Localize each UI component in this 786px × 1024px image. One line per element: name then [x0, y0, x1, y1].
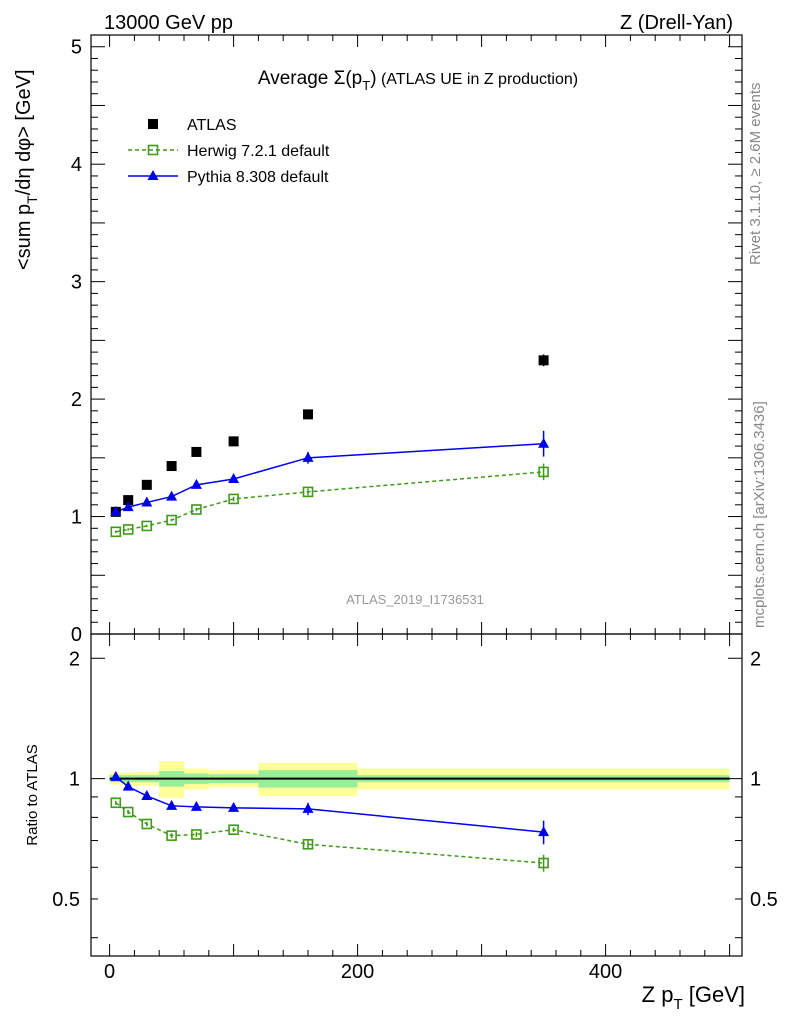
- ratio-plot-frame: [90, 633, 743, 957]
- main-herwig-7-2-1-default-point-2: [141, 520, 153, 532]
- main-ytick-label-0: 0: [71, 624, 82, 646]
- chart-title-suffix: (ATLAS UE in Z production): [377, 71, 579, 88]
- y-axis-label-main-text: <sum p: [13, 204, 35, 270]
- ratio-pythia-8-308-default-point-4: [190, 800, 202, 811]
- legend-herwig-7-2-1-default-label: Herwig 7.2.1 default: [187, 143, 330, 160]
- ratio-pythia-8-308-default-point-1: [122, 780, 134, 791]
- main-herwig-7-2-1-default-point-4: [191, 504, 202, 515]
- chart-title-close: ): [370, 68, 376, 89]
- ratio-herwig-7-2-1-default-point-3: [166, 830, 177, 841]
- main-atlas-point-1: [123, 495, 134, 506]
- chart-title: Average Σ(pT) (ATLAS UE in Z production): [258, 68, 578, 93]
- xtick-label-2: 400: [589, 961, 622, 983]
- main-atlas-point-7: [538, 355, 549, 366]
- main-pythia-8-308-default-line: [115, 442, 544, 513]
- chart-title-sub: T: [362, 78, 370, 93]
- main-pythia-8-308-default-point-0: [110, 505, 122, 516]
- analysis-watermark: ATLAS_2019_I1736531: [346, 592, 484, 607]
- ratio-pythia-8-308-default-point-5: [228, 801, 240, 812]
- ratio-pythia-8-308-default-point-2: [141, 789, 153, 800]
- ratio-herwig-7-2-1-default-point-2: [141, 818, 153, 830]
- main-pythia-8-308-default-point-2: [141, 496, 153, 507]
- main-atlas-point-2: [141, 479, 152, 490]
- main-ytick-label-2: 2: [71, 389, 82, 411]
- header-left: 13000 GeV pp: [104, 12, 233, 34]
- chart-title-symbol: Σ(p: [334, 68, 363, 89]
- ratio-herwig-7-2-1-default-point-6: [302, 839, 314, 850]
- main-herwig-7-2-1-default-line: [115, 471, 544, 533]
- legend-pythia-8-308-default-marker: [147, 170, 159, 180]
- axis-ticks: [91, 34, 742, 956]
- header-right: Z (Drell-Yan): [620, 12, 733, 34]
- main-atlas-point-5: [228, 436, 239, 447]
- main-atlas-point-3: [166, 461, 177, 472]
- main-herwig-7-2-1-default-point-6: [302, 486, 314, 498]
- ratio-herwig-7-2-1-default-line: [115, 802, 544, 864]
- ratio-ytick-label-left-1: 1: [69, 769, 80, 791]
- xtick-label-0: 0: [104, 961, 115, 983]
- legend-atlas-label: ATLAS: [187, 117, 237, 134]
- ratio-pythia-8-308-default-point-7: [538, 826, 550, 837]
- main-herwig-7-2-1-default-point-0: [110, 526, 122, 538]
- main-herwig-7-2-1-default-point-5: [228, 493, 239, 505]
- rivet-version-label: Rivet 3.1.10, ≥ 2.6M events: [747, 83, 764, 266]
- main-pythia-8-308-default-point-7: [538, 437, 550, 448]
- main-pythia-8-308-default-point-5: [228, 472, 240, 483]
- legend-atlas-marker: [148, 119, 158, 129]
- ratio-herwig-7-2-1-default-point-7: [538, 857, 549, 869]
- x-axis-label-sub: T: [673, 996, 682, 1013]
- chart-title-prefix: Average: [258, 68, 334, 89]
- main-pythia-8-308-default-point-4: [190, 478, 202, 489]
- ratio-herwig-7-2-1-default-point-4: [191, 829, 202, 840]
- main-atlas-point-4: [191, 446, 202, 457]
- ratio-ytick-label-left-0: 0.5: [52, 889, 80, 911]
- main-pythia-8-308-default-point-3: [166, 490, 178, 501]
- ratio-pythia-8-308-default-point-3: [166, 799, 178, 810]
- main-ytick-label-3: 3: [71, 272, 82, 294]
- ratio-herwig-7-2-1-default-point-0: [110, 797, 122, 809]
- ratio-herwig-7-2-1-default-point-5: [228, 824, 239, 836]
- axes-frames: [90, 34, 743, 957]
- y-axis-label-main: <sum pT/dη dφ> [GeV]: [13, 69, 40, 270]
- main-pythia-8-308-default-point-6: [302, 451, 314, 462]
- main-ytick-label-1: 1: [71, 507, 82, 529]
- series-lines: [115, 442, 544, 864]
- ratio-pythia-8-308-default-point-6: [302, 802, 314, 813]
- main-herwig-7-2-1-default-point-1: [122, 524, 134, 535]
- series-markers: [110, 354, 550, 872]
- main-herwig-7-2-1-default-point-7: [538, 466, 549, 478]
- ratio-ytick-label-right-1: 1: [750, 769, 761, 791]
- y-axis-label-main-rest: /dη dφ> [GeV]: [13, 69, 35, 195]
- main-ytick-label-5: 5: [71, 37, 82, 59]
- legend-pythia-8-308-default-label: Pythia 8.308 default: [187, 169, 329, 186]
- x-axis-label-rest: [GeV]: [683, 982, 745, 1007]
- xtick-label-1: 200: [341, 961, 374, 983]
- ratio-herwig-7-2-1-default-point-1: [122, 806, 134, 818]
- y-axis-label-ratio: Ratio to ATLAS: [24, 744, 41, 845]
- main-pythia-8-308-default-point-1: [122, 501, 134, 512]
- ratio-uncertainty-bands: [109, 761, 730, 798]
- ratio-ytick-label-right-2: 2: [750, 648, 761, 670]
- legend-herwig-7-2-1-default-marker: [147, 144, 159, 156]
- main-herwig-7-2-1-default-point-3: [166, 514, 177, 526]
- x-axis-label-text: Z p: [642, 982, 674, 1007]
- legend: ATLAS Herwig 7.2.1 default Pythia 8.308 de…: [128, 117, 330, 186]
- x-axis-label: Z pT [GeV]: [642, 982, 745, 1013]
- main-ytick-label-4: 4: [71, 154, 82, 176]
- ratio-ytick-label-left-2: 2: [69, 648, 80, 670]
- mcplots-credit-label: mcplots.cern.ch [arXiv:1306.3436]: [751, 401, 768, 628]
- main-atlas-point-6: [303, 409, 313, 420]
- ratio-pythia-8-308-default-point-0: [110, 770, 122, 781]
- y-axis-label-main-sub: T: [24, 195, 40, 204]
- ratio-ytick-label-right-0: 0.5: [750, 889, 778, 911]
